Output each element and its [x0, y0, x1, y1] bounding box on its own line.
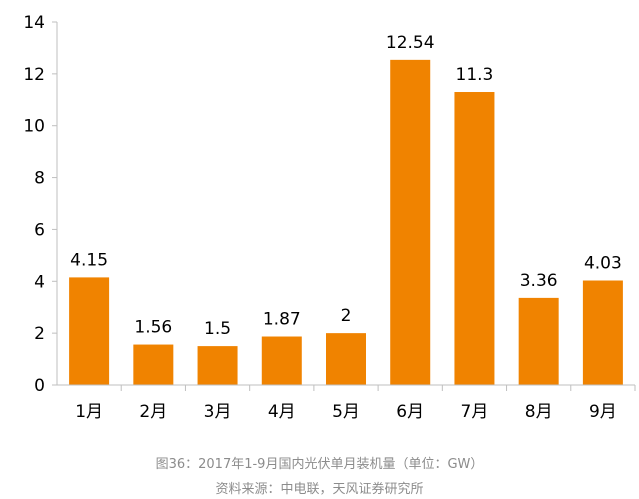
source-caption: 资料来源：中电联，天风证券研究所 — [215, 482, 424, 497]
data-label: 2 — [341, 306, 352, 326]
data-label: 3.36 — [520, 271, 558, 291]
y-tick-label: 6 — [34, 220, 45, 240]
bars — [69, 59, 623, 385]
bar — [454, 92, 495, 385]
data-label: 1.56 — [134, 318, 172, 338]
x-tick-label: 4月 — [268, 402, 296, 422]
bar — [326, 333, 366, 385]
y-tick-label: 10 — [23, 117, 45, 137]
bar — [582, 280, 623, 385]
data-label: 11.3 — [456, 65, 494, 85]
x-tick-label: 6月 — [396, 402, 424, 422]
y-tick-label: 0 — [34, 376, 45, 396]
y-tick-label: 12 — [23, 65, 45, 85]
data-label: 12.54 — [386, 33, 435, 53]
data-label: 1.87 — [263, 310, 301, 330]
x-tick-label: 8月 — [525, 402, 553, 422]
bar — [390, 59, 431, 385]
x-tick-label: 2月 — [139, 402, 167, 422]
data-label: 4.03 — [584, 254, 622, 274]
bar — [197, 346, 238, 385]
bar — [133, 344, 174, 385]
y-tick-label: 14 — [23, 13, 45, 33]
bar-chart: 0 2 4 6 8 10 12 14 4.15 1.56 1.5 1.87 2 12.54 11.3 3.3… — [23, 13, 636, 422]
y-tick-label: 8 — [34, 169, 45, 189]
y-tick-label: 2 — [34, 324, 45, 344]
figure-caption: 图36：2017年1-9月国内光伏单月装机量（单位：GW） — [155, 457, 484, 472]
bar — [518, 297, 559, 385]
x-tick-label: 7月 — [461, 402, 489, 422]
data-label: 1.5 — [204, 319, 231, 339]
y-axis: 0 2 4 6 8 10 12 14 — [23, 13, 58, 396]
bar — [69, 277, 110, 385]
x-tick-label: 3月 — [204, 402, 232, 422]
x-axis: 1月 2月 3月 4月 5月 6月 7月 8月 9月 — [57, 384, 636, 422]
y-tick-label: 4 — [34, 272, 45, 292]
data-label: 4.15 — [70, 250, 108, 270]
bar — [261, 336, 302, 385]
data-labels: 4.15 1.56 1.5 1.87 2 12.54 11.3 3.36 4.03 — [70, 33, 622, 339]
x-tick-label: 9月 — [589, 402, 617, 422]
x-tick-label: 5月 — [332, 402, 360, 422]
x-tick-label: 1月 — [75, 402, 103, 422]
